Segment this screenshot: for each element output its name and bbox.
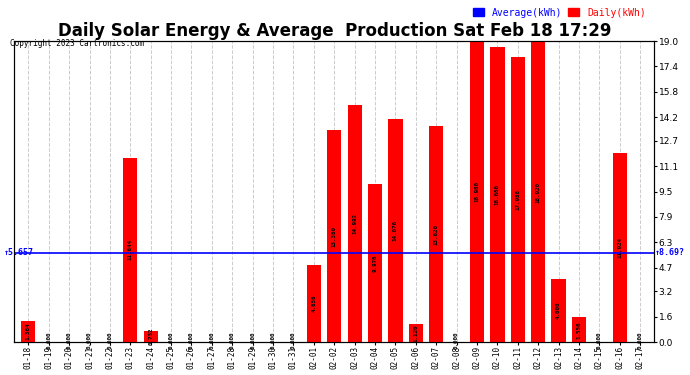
Bar <box>511 57 525 342</box>
Bar <box>613 153 627 342</box>
Bar <box>327 130 342 342</box>
Text: 0.000: 0.000 <box>67 331 72 348</box>
Bar <box>551 279 566 342</box>
Text: 4.000: 4.000 <box>556 302 561 319</box>
Title: Daily Solar Energy & Average  Production Sat Feb 18 17:29: Daily Solar Energy & Average Production … <box>57 22 611 40</box>
Text: 11.924: 11.924 <box>618 237 622 258</box>
Bar <box>388 119 402 342</box>
Text: 17.988: 17.988 <box>515 189 520 210</box>
Text: ↑5.657: ↑5.657 <box>4 248 34 257</box>
Text: 0.000: 0.000 <box>168 331 174 348</box>
Bar <box>307 265 321 342</box>
Bar <box>348 105 362 342</box>
Bar <box>429 126 444 342</box>
Legend: Average(kWh), Daily(kWh): Average(kWh), Daily(kWh) <box>469 4 649 22</box>
Text: 0.000: 0.000 <box>250 331 255 348</box>
Text: 0.000: 0.000 <box>597 331 602 348</box>
Text: 9.976: 9.976 <box>373 254 377 272</box>
Text: 1.556: 1.556 <box>576 321 582 339</box>
Text: 13.620: 13.620 <box>434 224 439 245</box>
Text: 0.000: 0.000 <box>209 331 215 348</box>
Text: 0.000: 0.000 <box>454 331 459 348</box>
Bar <box>368 184 382 342</box>
Bar <box>408 324 423 342</box>
Text: ↑8.69?: ↑8.69? <box>654 248 684 257</box>
Text: 4.856: 4.856 <box>311 295 316 312</box>
Text: 14.076: 14.076 <box>393 220 398 241</box>
Text: 1.364: 1.364 <box>26 322 31 340</box>
Bar <box>572 318 586 342</box>
Text: 1.120: 1.120 <box>413 324 418 342</box>
Text: 18.920: 18.920 <box>535 182 541 203</box>
Text: 18.660: 18.660 <box>495 184 500 205</box>
Text: 0.000: 0.000 <box>87 331 92 348</box>
Text: 0.000: 0.000 <box>108 331 112 348</box>
Text: 18.980: 18.980 <box>475 181 480 202</box>
Text: 13.380: 13.380 <box>332 226 337 247</box>
Text: Copyright 2023 Cartronics.com: Copyright 2023 Cartronics.com <box>10 39 144 48</box>
Text: 0.000: 0.000 <box>291 331 296 348</box>
Text: 14.992: 14.992 <box>352 213 357 234</box>
Text: 0.000: 0.000 <box>189 331 194 348</box>
Bar <box>491 46 504 342</box>
Text: 0.000: 0.000 <box>230 331 235 348</box>
Bar <box>531 42 545 342</box>
Bar <box>124 158 137 342</box>
Text: 11.644: 11.644 <box>128 239 132 260</box>
Text: 0.000: 0.000 <box>46 331 51 348</box>
Bar <box>470 41 484 342</box>
Bar <box>144 330 158 342</box>
Text: 0.000: 0.000 <box>270 331 275 348</box>
Text: 0.732: 0.732 <box>148 328 153 345</box>
Bar <box>21 321 35 342</box>
Text: 0.000: 0.000 <box>638 331 642 348</box>
